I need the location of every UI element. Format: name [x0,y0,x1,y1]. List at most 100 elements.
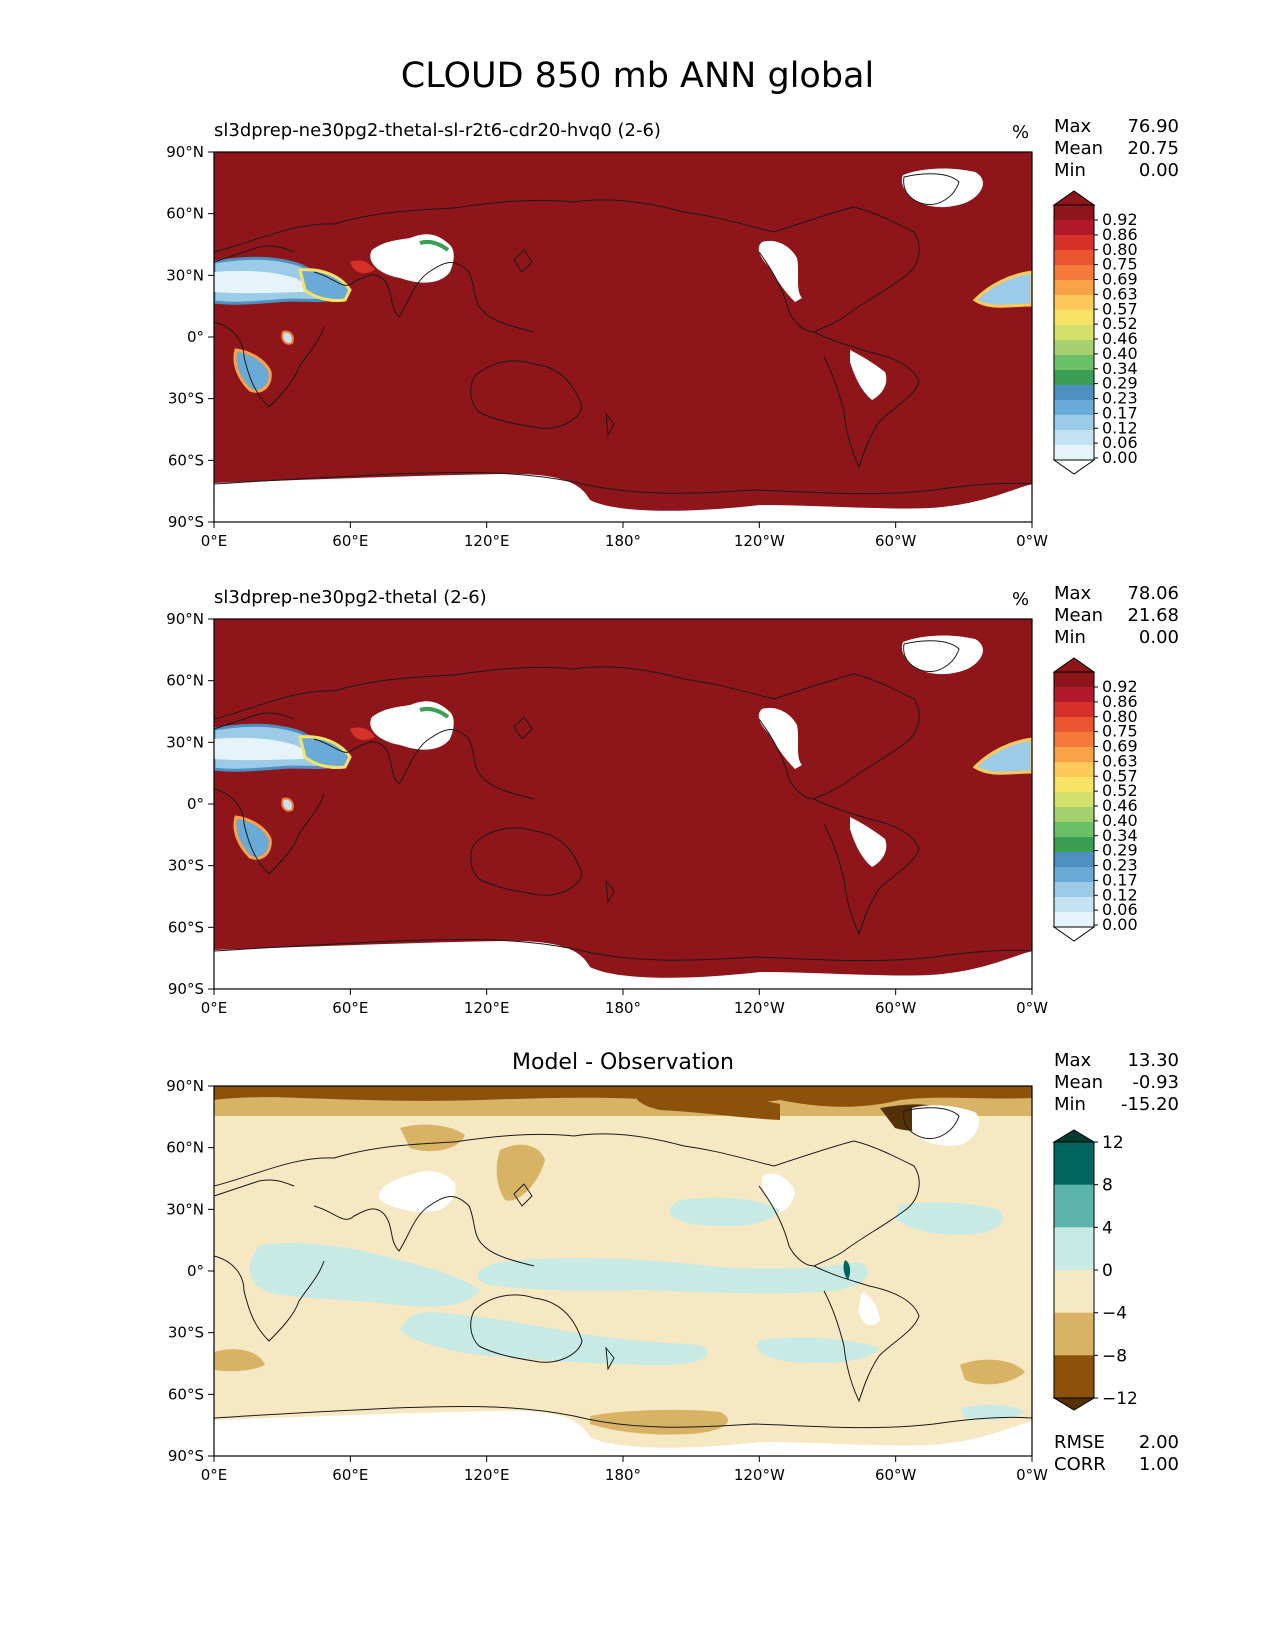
x-tick-label: 180° [605,532,641,550]
colorbar-label: 0.52 [1102,781,1138,800]
colorbar-swatch [1054,295,1094,311]
colorbar-label: −4 [1102,1304,1127,1324]
y-tick-label: 90°N [166,1077,204,1095]
colorbar-label: 0.80 [1102,240,1138,259]
colorbar-label: 0.75 [1102,722,1138,741]
colorbar-label: 0.69 [1102,270,1138,289]
y-tick-label: 30°S [168,390,204,408]
colorbar-swatch [1054,717,1094,733]
panel-2-stats: Max 78.06 Mean 21.68 Min 0.00 [1054,583,1179,649]
colorbar-swatch [1054,1312,1094,1356]
colorbar-label: 0.00 [1102,915,1138,934]
rmse-value: 2.00 [1138,1432,1179,1453]
panel-1-stats: Max 76.90 Mean 20.75 Min 0.00 [1054,116,1179,182]
colorbar-label: 0.06 [1102,433,1138,452]
mean-label: Mean [1054,605,1104,626]
colorbar-label: 0.80 [1102,707,1138,726]
colorbar-label: 0.40 [1102,344,1138,363]
min-value: 0.00 [1138,627,1179,648]
y-tick-label: 90°S [168,1447,204,1465]
min-label: Min [1054,160,1086,181]
y-tick-label: 30°N [166,733,204,751]
max-label: Max [1054,116,1092,137]
x-tick-label: 120°E [464,1466,510,1484]
colorbar-label: 0.23 [1102,389,1138,408]
colorbar-label: 8 [1102,1176,1113,1196]
y-tick-label: 30°N [166,1200,204,1218]
y-tick-label: 0° [187,1262,204,1280]
y-tick-label: 60°N [166,672,204,690]
colorbar-swatch [1054,400,1094,416]
colorbar-label: 0.17 [1102,403,1138,422]
colorbar-swatch [1054,852,1094,868]
y-tick-label: 90°N [166,610,204,628]
colorbar-swatch [1054,1184,1094,1228]
colorbar-swatch [1054,280,1094,296]
colorbar-label: 0.46 [1102,329,1138,348]
colorbar-swatch [1054,747,1094,763]
colorbar-swatch [1054,205,1094,221]
colorbar-swatch [1054,220,1094,236]
x-tick-label: 0°W [1016,1466,1048,1484]
min-value: 0.00 [1138,160,1179,181]
colorbar-extend-bottom [1052,459,1096,475]
colorbar-swatch [1054,325,1094,341]
x-tick-label: 60°W [875,532,917,550]
x-tick-label: 60°E [332,1466,368,1484]
colorbar-swatch [1054,370,1094,386]
colorbar-swatch [1054,430,1094,446]
x-tick-label: 0°E [201,1466,228,1484]
colorbar-swatch [1054,732,1094,748]
colorbar-swatch [1054,792,1094,808]
colorbar-swatch [1054,822,1094,838]
colorbar-label: 0 [1102,1261,1113,1281]
max-value: 76.90 [1127,116,1179,137]
colorbar-label: 0.52 [1102,314,1138,333]
y-tick-label: 0° [187,328,204,346]
colorbar-label: 0.34 [1102,826,1138,845]
colorbar-swatch [1054,445,1094,461]
colorbar-swatch [1054,250,1094,266]
panel-2-field [214,619,1032,989]
colorbar-label: 0.29 [1102,841,1138,860]
x-tick-label: 60°E [332,532,368,550]
colorbar-label: 0.57 [1102,299,1138,318]
colorbar-label: 0.86 [1102,225,1138,244]
colorbar-swatch [1054,1270,1094,1314]
colorbar-swatch [1054,912,1094,928]
panel-2-units: % [1012,589,1030,610]
x-tick-label: 120°W [734,532,785,550]
y-tick-label: 60°N [166,205,204,223]
max-label: Max [1054,1050,1092,1071]
colorbar-label: 0.06 [1102,900,1138,919]
colorbar-label: 0.00 [1102,448,1138,467]
colorbar-swatch [1054,340,1094,356]
x-tick-label: 0°E [201,999,228,1017]
x-tick-label: 60°W [875,999,917,1017]
colorbar-swatch [1054,867,1094,883]
colorbar-extend-bottom [1052,926,1096,942]
colorbar-extend-top [1052,657,1096,673]
colorbar-label: 12 [1102,1133,1124,1153]
panel-2-map [213,618,1033,990]
corr-value: 1.00 [1138,1454,1179,1475]
mean-label: Mean [1054,1072,1104,1093]
colorbar-swatch [1054,897,1094,913]
colorbar-swatch [1054,777,1094,793]
colorbar-swatch [1054,882,1094,898]
y-tick-label: 60°N [166,1139,204,1157]
y-tick-label: 0° [187,795,204,813]
x-tick-label: 120°E [464,532,510,550]
colorbar-label: 0.75 [1102,255,1138,274]
panel-3-features [214,1086,1032,1456]
colorbar-label: 0.34 [1102,359,1138,378]
colorbar-swatch [1054,702,1094,718]
x-tick-label: 0°W [1016,999,1048,1017]
max-value: 78.06 [1127,583,1179,604]
colorbar-swatch [1054,1142,1094,1186]
panel-1-field [214,152,1032,522]
y-tick-label: 60°S [168,918,204,936]
colorbar-label: 0.63 [1102,284,1138,303]
panel-3-map [213,1085,1033,1457]
